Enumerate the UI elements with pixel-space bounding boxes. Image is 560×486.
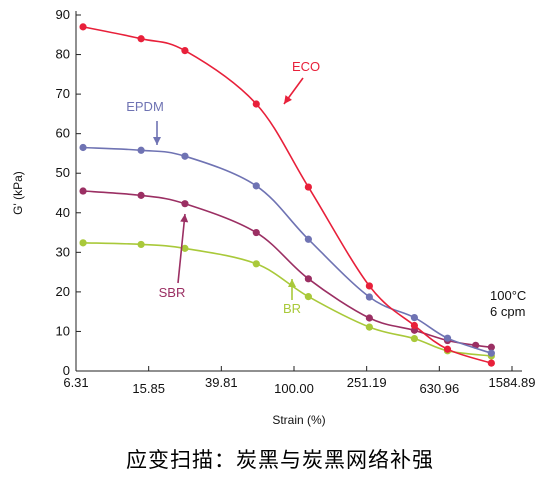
br-point (79, 239, 87, 247)
br-point (252, 260, 260, 268)
series-labels: ECO EPDM SBR BR (126, 59, 320, 316)
sbr-line (83, 190, 492, 349)
epdm-arrow-head (153, 137, 161, 145)
epdm-series-label: EPDM (126, 99, 164, 114)
x-tick-label: 251.19 (347, 375, 387, 390)
sbr-arrow-head (180, 214, 189, 223)
br-point (304, 293, 312, 301)
epdm-point (487, 349, 495, 357)
eco-arrow-head (284, 95, 292, 104)
br-series-label: BR (283, 301, 301, 316)
sbr-point (252, 228, 260, 237)
eco-point (304, 183, 312, 191)
y-tick-label: 0 (63, 363, 70, 378)
epdm-point (137, 146, 145, 154)
figure-caption: 应变扫描：炭黑与炭黑网络补强 (126, 448, 434, 472)
br-point (181, 244, 189, 252)
series-layer (79, 23, 495, 367)
eco-point (137, 35, 145, 43)
epdm-point (79, 143, 87, 152)
sbr-point (487, 343, 495, 351)
y-tick-label: 40 (56, 205, 70, 220)
epdm-point (252, 182, 260, 190)
eco-point (443, 345, 452, 353)
sbr-point (137, 191, 145, 199)
x-axis-title: Strain (%) (272, 413, 325, 427)
x-tick-label: 1584.89 (489, 375, 536, 390)
y-tick-label: 80 (56, 47, 70, 62)
y-axis-title: G' (kPa) (11, 171, 25, 215)
eco-series-label: ECO (292, 59, 320, 74)
eco-point (181, 47, 189, 55)
condition-annotation: 6 cpm (490, 304, 525, 319)
sbr-series-label: SBR (159, 285, 186, 300)
eco-point (79, 23, 87, 31)
epdm-point (365, 293, 373, 301)
condition-annotation: 100°C (490, 288, 526, 303)
sbr-point (181, 200, 189, 208)
epdm-point (181, 152, 189, 160)
y-tick-label: 70 (56, 86, 70, 101)
strain-sweep-chart: 0 10 20 30 40 50 60 70 80 90 6.31 15.85 39.81 100.00 2… (11, 7, 536, 427)
y-tick-label: 90 (56, 7, 70, 22)
epdm-line (83, 146, 492, 354)
x-tick-label: 39.81 (205, 375, 238, 390)
eco-point (487, 359, 495, 367)
epdm-point (410, 314, 418, 322)
x-tick-label: 100.00 (274, 381, 314, 396)
axes: 0 10 20 30 40 50 60 70 80 90 6.31 15.85 39.81 100.00 2… (11, 7, 536, 427)
br-point (410, 334, 418, 343)
y-tick-label: 20 (56, 284, 70, 299)
sbr-point (365, 314, 373, 322)
x-tick-label: 630.96 (419, 381, 459, 396)
epdm-point (304, 235, 312, 243)
sbr-pointer-arrow (177, 213, 186, 284)
y-tick-label: 10 (56, 323, 70, 338)
y-tick-label: 50 (56, 165, 70, 180)
br-point (365, 323, 373, 331)
y-tick-label: 60 (56, 126, 70, 141)
sbr-point (304, 275, 312, 283)
eco-point (410, 321, 418, 330)
br-point (137, 240, 145, 249)
br-arrow-head (288, 279, 296, 287)
y-tick-label: 30 (56, 244, 70, 259)
x-tick-label: 6.31 (63, 375, 88, 390)
eco-point (252, 100, 260, 108)
epdm-point (443, 334, 452, 342)
x-tick-label: 15.85 (132, 381, 165, 396)
eco-point (365, 282, 373, 290)
sbr-point (79, 187, 87, 195)
